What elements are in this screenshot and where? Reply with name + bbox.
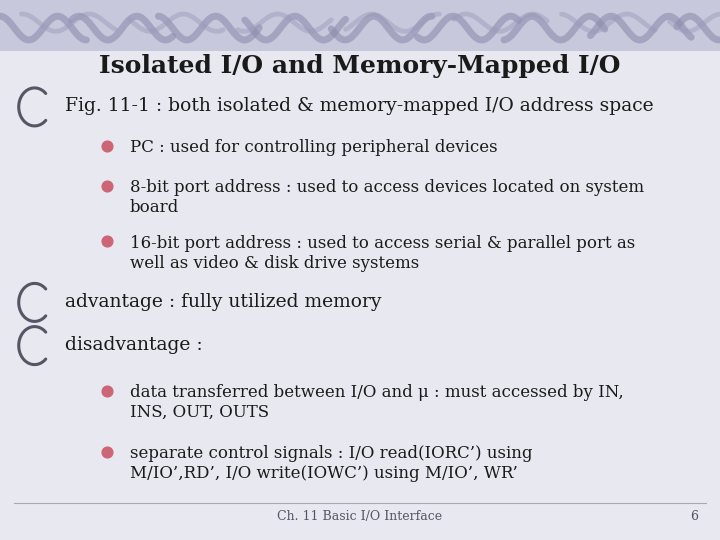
Text: data transferred between I/O and μ : must accessed by IN,
INS, OUT, OUTS: data transferred between I/O and μ : mus… <box>130 384 624 421</box>
Text: Ch. 11 Basic I/O Interface: Ch. 11 Basic I/O Interface <box>277 510 443 523</box>
Text: disadvantage :: disadvantage : <box>65 336 202 354</box>
Text: Fig. 11-1 : both isolated & memory-mapped I/O address space: Fig. 11-1 : both isolated & memory-mappe… <box>65 97 654 115</box>
Text: advantage : fully utilized memory: advantage : fully utilized memory <box>65 293 382 310</box>
FancyBboxPatch shape <box>0 0 720 51</box>
Text: separate control signals : I/O read(IORC’) using
M/IO’,RD’, I/O write(IOWC’) usi: separate control signals : I/O read(IORC… <box>130 446 532 482</box>
Text: PC : used for controlling peripheral devices: PC : used for controlling peripheral dev… <box>130 139 498 156</box>
Point <box>101 181 112 190</box>
Text: 6: 6 <box>690 510 698 523</box>
Text: 16-bit port address : used to access serial & parallel port as
well as video & d: 16-bit port address : used to access ser… <box>130 235 635 272</box>
Point <box>101 141 112 150</box>
Point <box>101 448 112 456</box>
Point <box>101 387 112 395</box>
Point <box>101 237 112 246</box>
Text: 8-bit port address : used to access devices located on system
board: 8-bit port address : used to access devi… <box>130 179 644 216</box>
Text: Isolated I/O and Memory-Mapped I/O: Isolated I/O and Memory-Mapped I/O <box>99 54 621 78</box>
